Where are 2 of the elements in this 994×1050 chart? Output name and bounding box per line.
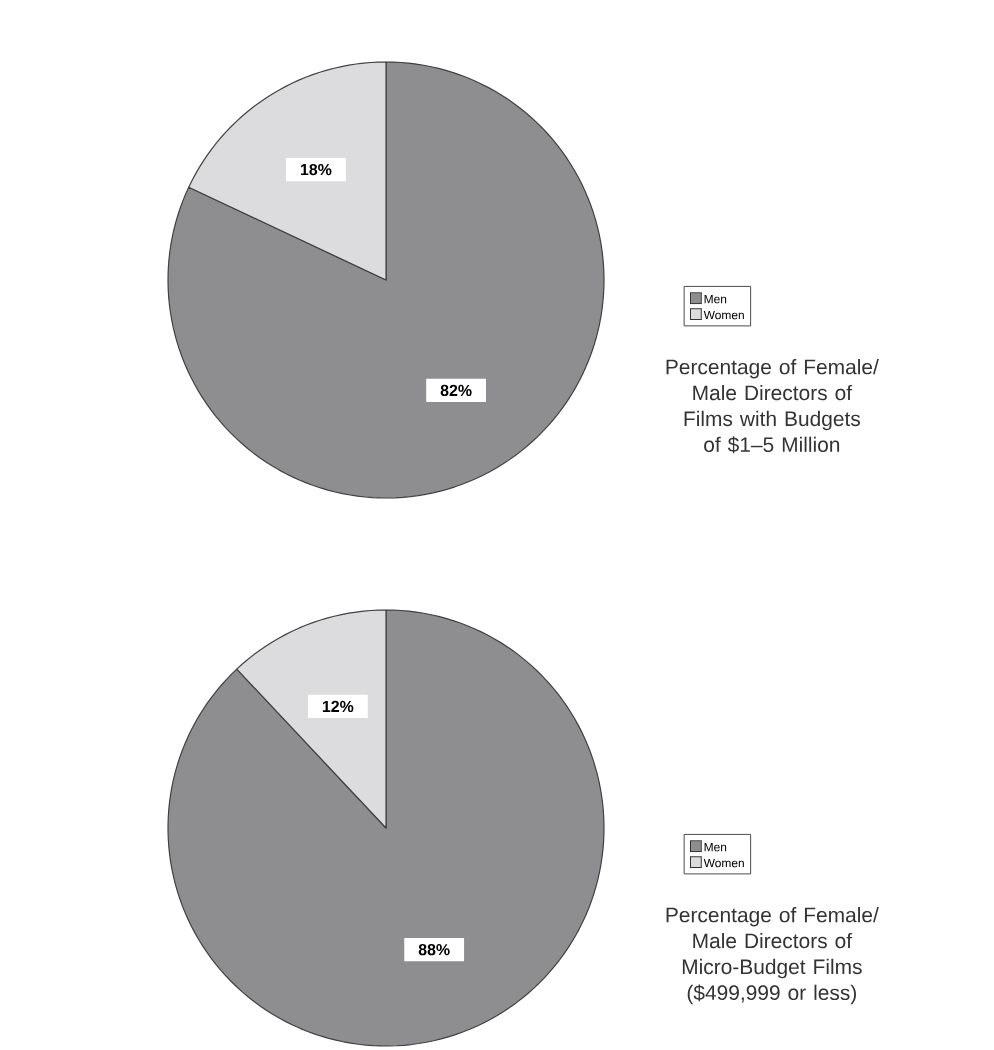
text: Percentage of Female/ Male Directors of Films with Budgets of $1–5 Million <box>666 358 879 454</box>
text: Percentage of Female/ Male Directors of Micro-Budget Films ($499,999 or less) <box>666 906 879 1005</box>
